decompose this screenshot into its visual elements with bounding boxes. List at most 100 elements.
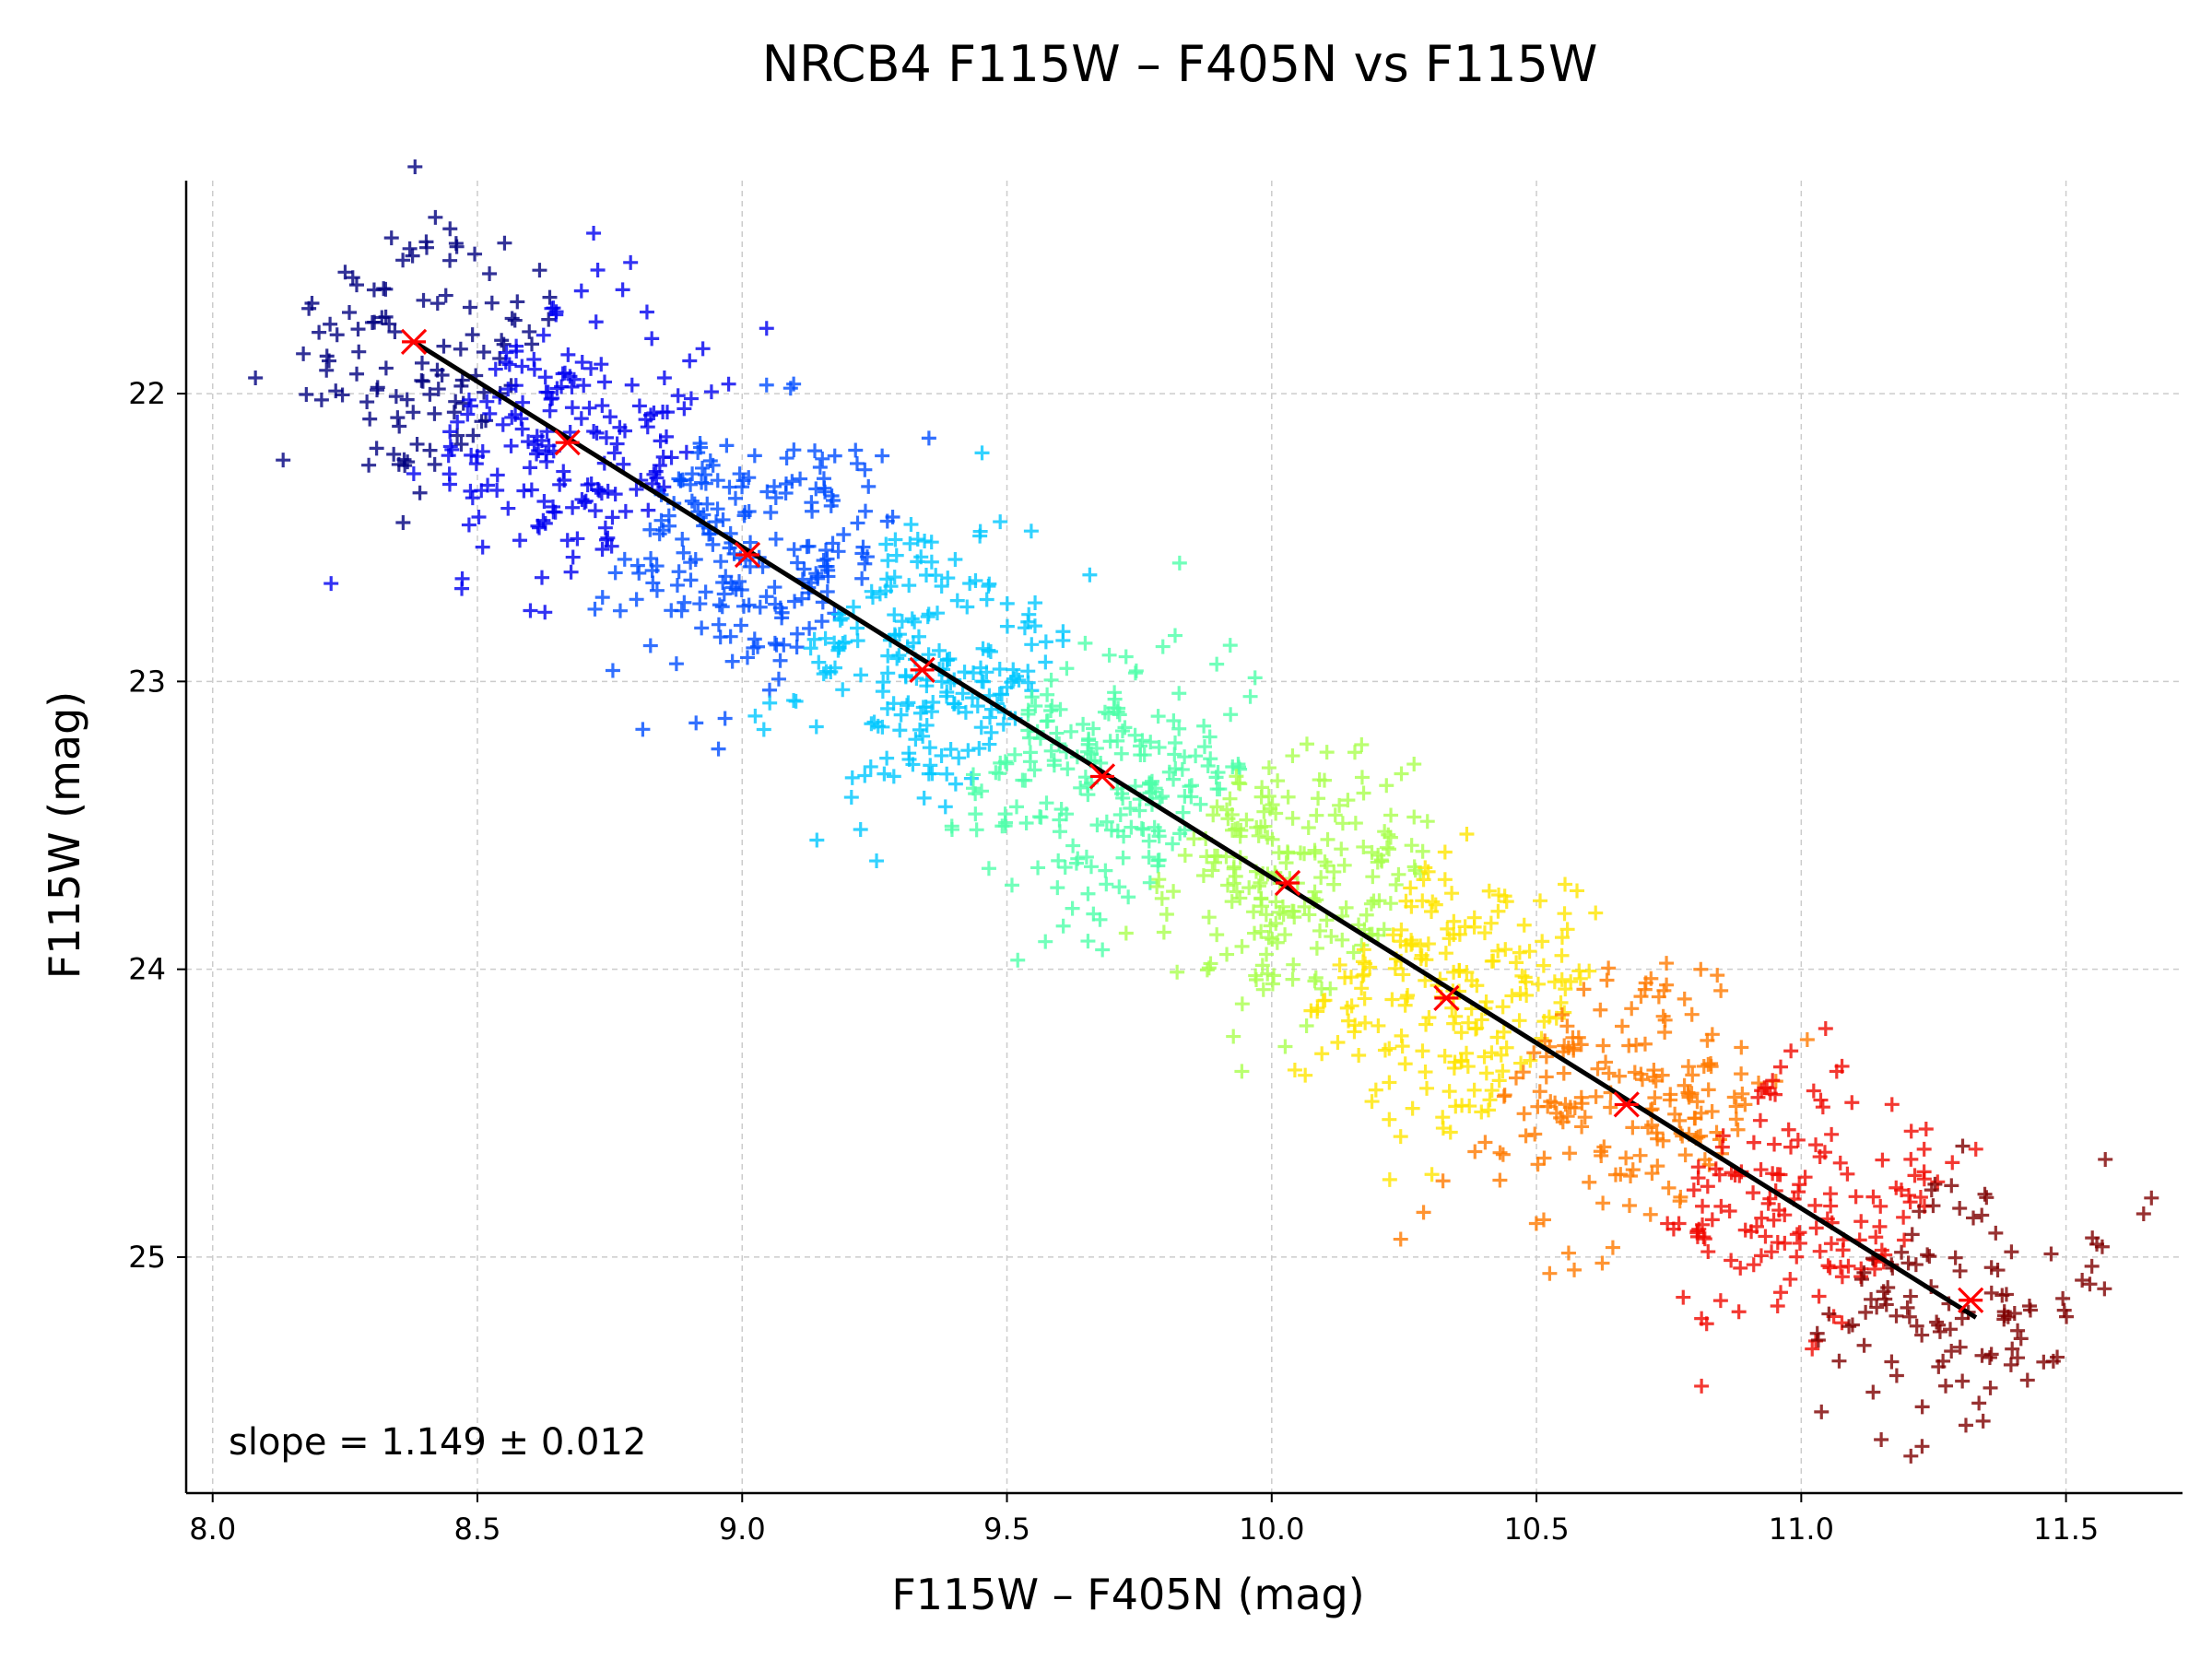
scatter-point (891, 627, 907, 642)
scatter-point (1324, 929, 1339, 945)
y-axis-label: F115W (mag) (40, 691, 89, 979)
scatter-point (1285, 971, 1300, 987)
scatter-point (590, 262, 606, 277)
scatter-point (1230, 820, 1246, 836)
scatter-point (2136, 1206, 2151, 1222)
scatter-point (1327, 807, 1343, 823)
scatter-point (337, 265, 353, 280)
scatter-point (1165, 836, 1181, 852)
scatter-point (910, 532, 925, 547)
scatter-point (752, 599, 768, 615)
scatter-point (546, 504, 561, 520)
scatter-point (1167, 747, 1182, 762)
scatter-point (1253, 924, 1269, 939)
scatter-point (1112, 806, 1128, 822)
scatter-point (711, 741, 726, 757)
scatter-point (1576, 982, 1592, 997)
scatter-point (382, 316, 397, 332)
scatter-point (1856, 1265, 1872, 1280)
scatter-point (1627, 1065, 1642, 1080)
scatter-point (1219, 947, 1235, 962)
scatter-point (1021, 606, 1037, 622)
scatter-point (737, 504, 753, 520)
scatter-point (1728, 1099, 1744, 1114)
scatter-point (999, 595, 1015, 611)
scatter-point (825, 535, 841, 551)
scatter-point (1285, 748, 1300, 764)
scatter-point (1922, 1249, 1937, 1265)
scatter-point (2010, 1323, 2026, 1338)
scatter-point (668, 656, 684, 672)
scatter-point (1400, 987, 1416, 1003)
scatter-point (1467, 1144, 1483, 1159)
scatter-point (524, 482, 539, 498)
scatter-point (1382, 1112, 1397, 1127)
scatter-point (1362, 959, 1378, 975)
scatter-point (1103, 822, 1119, 838)
scatter-point (1737, 1222, 1753, 1238)
scatter-point (1313, 870, 1329, 886)
scatter-point (1285, 810, 1300, 826)
scatter-point (891, 648, 907, 664)
scatter-point (1406, 809, 1422, 825)
scatter-point (1382, 1171, 1397, 1187)
scatter-point (631, 398, 647, 414)
scatter-point (1168, 628, 1182, 643)
scatter-point (1377, 1042, 1393, 1058)
scatter-point (1908, 1257, 1924, 1273)
scatter-point (762, 695, 778, 711)
scatter-point (1118, 649, 1134, 665)
scatter-point (1280, 845, 1296, 861)
scatter-point (564, 379, 580, 394)
scatter-point (395, 253, 411, 268)
scatter-point (1086, 906, 1101, 922)
scatter-point (323, 316, 338, 332)
scatter-point (1952, 1263, 1968, 1278)
scatter-point (1365, 869, 1381, 885)
scatter-point (942, 652, 958, 667)
scatter-point (1856, 1337, 1872, 1353)
scatter-point (1492, 1172, 1508, 1188)
scatter-point (1655, 1008, 1671, 1024)
scatter-point (688, 715, 704, 731)
scatter-point (1590, 1061, 1606, 1077)
y-tick-label: 25 (128, 1240, 166, 1275)
scatter-point (1065, 838, 1081, 853)
scatter-point (428, 209, 443, 225)
scatter-point (1558, 877, 1573, 892)
y-tick-label: 23 (128, 664, 166, 699)
scatter-point (644, 331, 660, 347)
scatter-point (767, 580, 782, 595)
scatter-point (594, 398, 610, 414)
scatter-point (879, 750, 895, 766)
scatter-point (1712, 1293, 1728, 1309)
scatter-point (1202, 729, 1218, 745)
scatter-point (1170, 964, 1185, 980)
scatter-point (999, 756, 1015, 771)
scatter-point (1955, 1138, 1971, 1154)
scatter-point (1694, 1311, 1710, 1326)
scatter-point (484, 295, 500, 311)
scatter-point (366, 282, 382, 298)
scatter-point (1171, 555, 1187, 571)
scatter-point (562, 369, 578, 384)
scatter-point (1734, 1040, 1749, 1055)
scatter-point (1982, 1349, 1997, 1365)
scatter-point (1983, 1285, 1999, 1300)
scatter-point (1363, 896, 1379, 912)
scatter-point (1448, 1008, 1464, 1024)
scatter-point (1437, 872, 1453, 888)
scatter-point (907, 614, 923, 629)
scatter-point (594, 357, 609, 372)
scatter-point (1371, 1018, 1386, 1033)
scatter-point (604, 538, 619, 554)
scatter-point (732, 466, 747, 482)
scatter-point (1406, 757, 1422, 772)
scatter-point (590, 481, 606, 497)
scatter-point (1317, 854, 1333, 870)
scatter-point (1648, 1073, 1664, 1088)
scatter-point (1229, 884, 1244, 900)
scatter-point (328, 383, 344, 399)
scatter-point (500, 382, 516, 397)
scatter-point (1466, 1082, 1482, 1098)
